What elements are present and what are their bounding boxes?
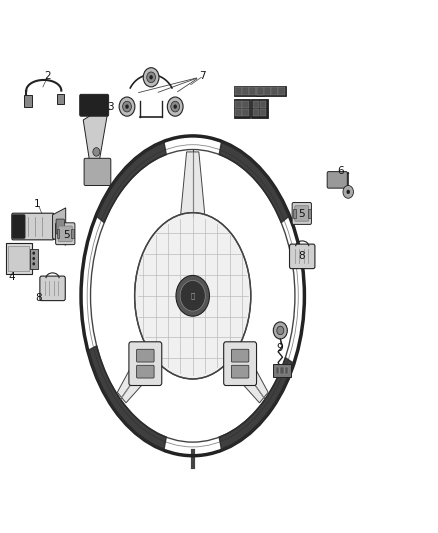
Text: 8: 8 — [35, 294, 42, 303]
Text: 1: 1 — [34, 199, 40, 209]
FancyBboxPatch shape — [285, 367, 288, 374]
Circle shape — [93, 148, 100, 156]
Text: 5: 5 — [64, 230, 70, 239]
Text: 9: 9 — [276, 343, 283, 352]
Text: 4: 4 — [9, 272, 15, 282]
Polygon shape — [96, 141, 166, 223]
FancyBboxPatch shape — [56, 223, 75, 245]
FancyBboxPatch shape — [242, 101, 249, 108]
Circle shape — [32, 262, 35, 265]
FancyBboxPatch shape — [224, 342, 257, 385]
FancyBboxPatch shape — [253, 101, 259, 108]
FancyBboxPatch shape — [84, 158, 111, 185]
FancyBboxPatch shape — [8, 246, 29, 271]
FancyBboxPatch shape — [137, 365, 154, 378]
FancyBboxPatch shape — [57, 229, 59, 238]
Ellipse shape — [134, 213, 251, 379]
Text: 5: 5 — [298, 209, 304, 219]
FancyBboxPatch shape — [56, 219, 64, 234]
Circle shape — [167, 97, 183, 116]
Circle shape — [173, 104, 177, 109]
Text: 7: 7 — [199, 71, 206, 80]
FancyBboxPatch shape — [40, 276, 65, 301]
Text: 6: 6 — [337, 166, 344, 175]
FancyBboxPatch shape — [256, 86, 286, 96]
FancyBboxPatch shape — [235, 87, 242, 95]
FancyBboxPatch shape — [234, 99, 250, 118]
Text: 3: 3 — [107, 102, 114, 111]
Circle shape — [343, 185, 353, 198]
FancyBboxPatch shape — [256, 87, 263, 95]
FancyBboxPatch shape — [6, 243, 32, 274]
Circle shape — [119, 97, 135, 116]
FancyBboxPatch shape — [293, 209, 296, 218]
Polygon shape — [53, 208, 66, 245]
FancyBboxPatch shape — [295, 206, 309, 221]
FancyBboxPatch shape — [278, 87, 285, 95]
Text: 8: 8 — [298, 251, 304, 261]
FancyBboxPatch shape — [234, 86, 264, 96]
FancyBboxPatch shape — [260, 109, 266, 116]
FancyBboxPatch shape — [80, 94, 109, 116]
Circle shape — [180, 280, 205, 311]
FancyBboxPatch shape — [235, 109, 242, 116]
FancyBboxPatch shape — [137, 349, 154, 362]
FancyBboxPatch shape — [264, 87, 271, 95]
FancyBboxPatch shape — [12, 215, 25, 238]
FancyBboxPatch shape — [280, 367, 284, 374]
Polygon shape — [180, 152, 205, 217]
FancyBboxPatch shape — [249, 87, 256, 95]
Polygon shape — [88, 346, 166, 450]
FancyBboxPatch shape — [242, 109, 249, 116]
Polygon shape — [223, 341, 268, 403]
FancyBboxPatch shape — [276, 367, 279, 374]
FancyBboxPatch shape — [58, 226, 72, 241]
FancyBboxPatch shape — [273, 364, 291, 377]
FancyBboxPatch shape — [260, 101, 266, 108]
Circle shape — [176, 276, 209, 316]
FancyBboxPatch shape — [242, 87, 249, 95]
FancyBboxPatch shape — [12, 213, 54, 240]
Circle shape — [125, 104, 129, 109]
Circle shape — [32, 257, 35, 260]
Circle shape — [143, 68, 159, 87]
FancyBboxPatch shape — [235, 101, 242, 108]
FancyBboxPatch shape — [290, 244, 315, 269]
Text: 2: 2 — [44, 71, 50, 80]
FancyBboxPatch shape — [327, 172, 347, 188]
FancyBboxPatch shape — [292, 203, 311, 224]
FancyBboxPatch shape — [57, 94, 64, 104]
Circle shape — [346, 190, 350, 194]
Polygon shape — [219, 141, 290, 223]
FancyBboxPatch shape — [231, 349, 249, 362]
FancyBboxPatch shape — [30, 249, 38, 269]
Polygon shape — [219, 358, 294, 450]
FancyBboxPatch shape — [271, 87, 278, 95]
Polygon shape — [83, 109, 107, 165]
Circle shape — [32, 252, 35, 255]
FancyBboxPatch shape — [231, 365, 249, 378]
Circle shape — [123, 101, 131, 112]
FancyBboxPatch shape — [71, 229, 74, 238]
Circle shape — [277, 326, 284, 335]
FancyBboxPatch shape — [251, 99, 268, 118]
Circle shape — [149, 75, 153, 79]
Polygon shape — [117, 341, 162, 403]
Circle shape — [147, 72, 155, 83]
FancyBboxPatch shape — [129, 342, 162, 385]
Circle shape — [273, 322, 287, 339]
FancyBboxPatch shape — [253, 109, 259, 116]
Circle shape — [171, 101, 180, 112]
FancyBboxPatch shape — [24, 95, 32, 107]
Text: 🔰: 🔰 — [191, 293, 195, 299]
FancyBboxPatch shape — [308, 209, 311, 218]
FancyBboxPatch shape — [257, 87, 264, 95]
